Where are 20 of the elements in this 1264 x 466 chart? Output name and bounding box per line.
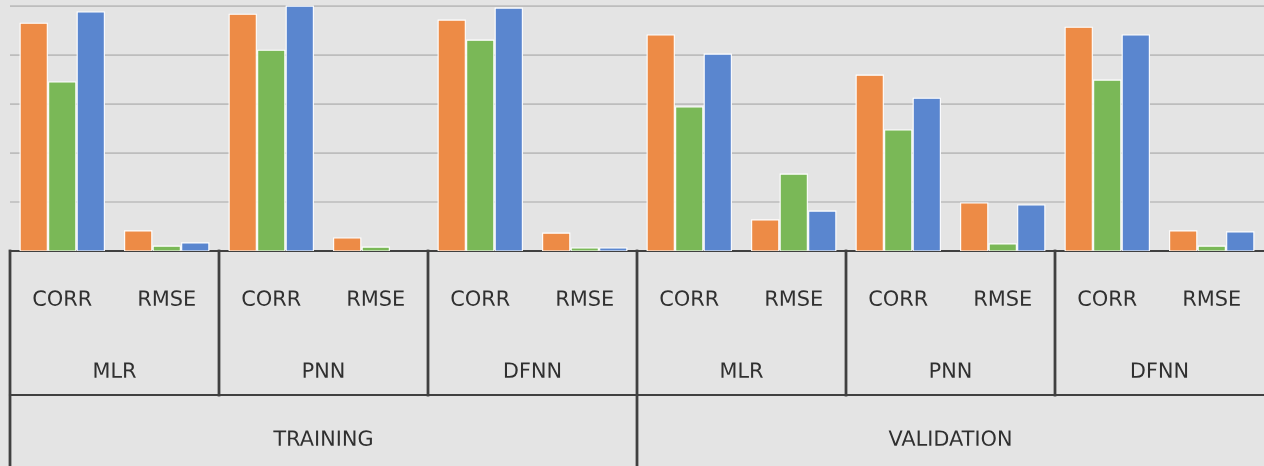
text: MLR [94, 362, 136, 378]
x-tick-label: RMSE [975, 290, 1031, 306]
x-tick-label: RMSE [348, 290, 404, 306]
x-tick-label: RMSE [766, 290, 822, 306]
x-tick-label: CORR [869, 290, 928, 306]
x-tick-label: CORR [242, 290, 301, 306]
text: DFNN [504, 362, 561, 378]
x-tick-label: CORR [33, 290, 92, 306]
x-tick-label: RMSE [1184, 290, 1240, 306]
text: PNN [303, 362, 344, 378]
text: TRAINING [273, 430, 372, 447]
text: VALIDATION [888, 430, 1011, 447]
x-tick-label: CORR [660, 290, 719, 306]
text: PNN [930, 362, 971, 378]
text: MLR [721, 362, 763, 378]
x-tick-label: RMSE [557, 290, 613, 306]
x-tick-label: CORR [451, 290, 510, 306]
x-tick-label: CORR [1078, 290, 1137, 306]
x-tick-label: RMSE [139, 290, 195, 306]
text: DFNN [1131, 362, 1188, 378]
